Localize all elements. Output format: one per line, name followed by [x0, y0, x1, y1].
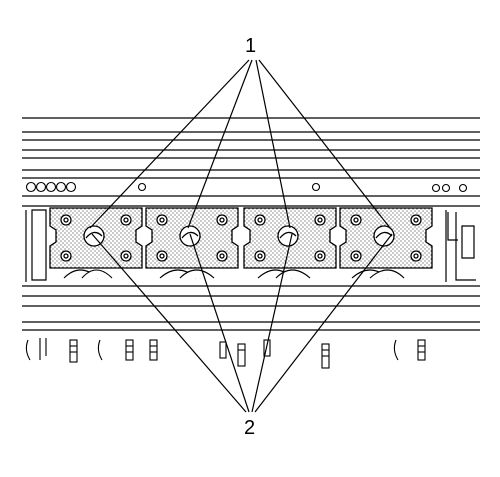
- callout-2-label: 2: [244, 417, 256, 439]
- bearing-cap-4: [339, 207, 433, 269]
- engine-rails: [22, 117, 480, 331]
- lower-studs: [25, 338, 426, 369]
- callout-1-label: 1: [245, 35, 257, 57]
- left-bolt-row: [25, 181, 468, 193]
- bearing-cap-3: [243, 207, 337, 269]
- side-structure: [25, 209, 476, 282]
- camshaft-lobes: [63, 269, 405, 279]
- bearing-cap-2: [145, 207, 239, 269]
- leader-lines: [89, 59, 393, 413]
- bearing-caps: [49, 207, 433, 269]
